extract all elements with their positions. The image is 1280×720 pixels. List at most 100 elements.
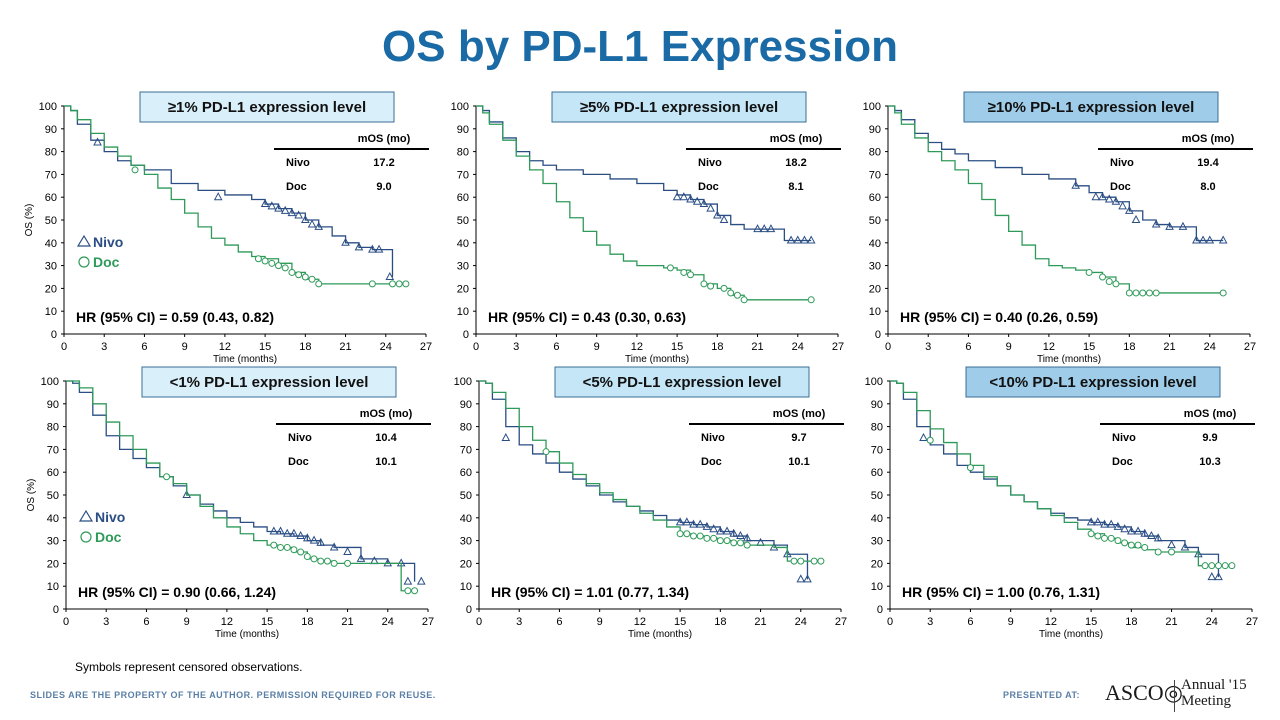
x-axis-label: Time (months) bbox=[1037, 354, 1101, 365]
x-tick-label: 6 bbox=[553, 341, 559, 353]
censor-mark-doc bbox=[720, 284, 728, 292]
mos-table-header: mOS (mo) bbox=[358, 133, 411, 145]
y-tick-label: 30 bbox=[47, 536, 59, 548]
x-tick-label: 3 bbox=[103, 616, 109, 628]
censor-mark-doc bbox=[1152, 289, 1160, 297]
x-axis-label: Time (months) bbox=[628, 629, 692, 640]
km-curve-nivo bbox=[888, 105, 1224, 242]
y-tick-label: 40 bbox=[457, 238, 469, 250]
censor-mark-doc bbox=[254, 255, 262, 263]
y-tick-label: 30 bbox=[871, 536, 883, 548]
censor-mark-nivo bbox=[1207, 572, 1217, 581]
x-axis-label: Time (months) bbox=[625, 354, 689, 365]
censor-mark-doc bbox=[323, 557, 331, 565]
y-tick-label: 0 bbox=[875, 329, 881, 341]
y-tick-label: 100 bbox=[454, 376, 472, 388]
y-tick-label: 100 bbox=[865, 376, 883, 388]
censor-mark-nivo bbox=[316, 537, 326, 546]
km-curve-nivo bbox=[479, 380, 809, 580]
censor-mark-nivo bbox=[280, 205, 290, 214]
censor-mark-doc bbox=[1132, 289, 1140, 297]
censor-mark-nivo bbox=[1153, 533, 1163, 542]
y-tick-label: 70 bbox=[869, 169, 881, 181]
censor-mark-nivo bbox=[343, 546, 352, 555]
censor-mark-nivo bbox=[1131, 214, 1141, 223]
censor-mark-nivo bbox=[93, 137, 102, 146]
y-tick-label: 80 bbox=[47, 422, 59, 434]
censor-mark-nivo bbox=[269, 526, 279, 535]
censor-mark-nivo bbox=[267, 201, 277, 210]
censor-mark-doc bbox=[1145, 289, 1153, 297]
censor-mark-nivo bbox=[213, 192, 223, 201]
subgroup-label: ≥5% PD-L1 expression level bbox=[580, 99, 778, 116]
mos-table-arm: Nivo bbox=[1112, 432, 1136, 444]
x-axis-label: Time (months) bbox=[215, 629, 279, 640]
censor-mark-nivo bbox=[287, 208, 297, 217]
mos-table-arm: Doc bbox=[1110, 181, 1131, 193]
hazard-ratio-text: HR (95% CI) = 0.90 (0.66, 1.24) bbox=[78, 584, 276, 600]
censor-mark-nivo bbox=[1133, 526, 1143, 535]
censor-mark-doc bbox=[411, 587, 419, 595]
censor-mark-nivo bbox=[383, 558, 393, 567]
censor-mark-nivo bbox=[300, 214, 310, 223]
y-tick-label: 10 bbox=[869, 306, 881, 318]
censor-mark-nivo bbox=[1100, 519, 1109, 528]
y-tick-label: 60 bbox=[457, 192, 469, 204]
y-tick-label: 90 bbox=[871, 399, 883, 411]
x-tick-label: 12 bbox=[219, 341, 231, 353]
censor-mark-doc bbox=[1127, 541, 1135, 549]
x-tick-label: 0 bbox=[476, 616, 482, 628]
y-tick-label: 60 bbox=[45, 192, 57, 204]
censor-mark-nivo bbox=[1126, 526, 1136, 535]
censor-mark-doc bbox=[710, 534, 718, 542]
mos-table-value: 9.7 bbox=[791, 432, 806, 444]
y-tick-label: 90 bbox=[869, 124, 881, 136]
subgroup-label-box bbox=[965, 366, 1221, 398]
censor-mark-doc bbox=[730, 539, 738, 547]
subgroup-label-box bbox=[963, 91, 1219, 123]
x-tick-label: 15 bbox=[259, 341, 271, 353]
y-tick-label: 80 bbox=[871, 422, 883, 434]
censor-mark-doc bbox=[310, 555, 318, 563]
censor-mark-nivo bbox=[695, 519, 705, 528]
x-tick-label: 3 bbox=[101, 341, 107, 353]
mos-table-header: mOS (mo) bbox=[1184, 408, 1237, 420]
y-tick-label: 70 bbox=[47, 444, 59, 456]
mos-table-value: 9.0 bbox=[376, 181, 391, 193]
legend-triangle-icon bbox=[76, 234, 92, 247]
censor-mark-doc bbox=[723, 537, 731, 545]
censor-mark-nivo bbox=[1165, 221, 1174, 230]
censor-mark-doc bbox=[1125, 289, 1133, 297]
y-tick-label: 30 bbox=[460, 536, 472, 548]
y-tick-label: 90 bbox=[460, 399, 472, 411]
censor-mark-doc bbox=[790, 557, 798, 565]
censor-mark-doc bbox=[733, 291, 741, 299]
x-tick-label: 18 bbox=[1125, 616, 1137, 628]
censor-mark-nivo bbox=[766, 224, 776, 233]
x-tick-label: 9 bbox=[594, 341, 600, 353]
mos-table-value: 8.0 bbox=[1200, 181, 1215, 193]
x-tick-label: 9 bbox=[597, 616, 603, 628]
mos-table-arm: Doc bbox=[1112, 456, 1133, 468]
censor-mark-nivo bbox=[501, 432, 511, 441]
censor-mark-nivo bbox=[769, 542, 779, 551]
footer-presented-at: PRESENTED AT: bbox=[1003, 690, 1081, 700]
mos-table-arm: Nivo bbox=[288, 432, 312, 444]
censor-mark-nivo bbox=[1098, 192, 1107, 201]
censor-mark-nivo bbox=[756, 537, 765, 546]
mos-table-header: mOS (mo) bbox=[773, 408, 826, 420]
x-tick-label: 18 bbox=[714, 616, 726, 628]
censor-mark-nivo bbox=[356, 553, 366, 562]
hazard-ratio-text: HR (95% CI) = 1.00 (0.76, 1.31) bbox=[902, 584, 1100, 600]
y-tick-label: 20 bbox=[871, 558, 883, 570]
censor-mark-nivo bbox=[699, 198, 709, 208]
y-tick-label: 70 bbox=[871, 444, 883, 456]
x-tick-label: 12 bbox=[631, 341, 643, 353]
censor-mark-doc bbox=[1154, 548, 1162, 556]
censor-mark-nivo bbox=[309, 535, 319, 544]
hazard-ratio-text: HR (95% CI) = 0.59 (0.43, 0.82) bbox=[76, 309, 274, 325]
hazard-ratio-text: HR (95% CI) = 0.43 (0.30, 0.63) bbox=[488, 309, 686, 325]
censor-mark-nivo bbox=[1124, 205, 1134, 214]
censor-mark-nivo bbox=[796, 574, 806, 583]
km-panel-6: 0 10 20 30 40 50 60 70 80 90 100 0 3 6 9 12 15 18 21 24 27 Ti… bbox=[865, 366, 1258, 640]
